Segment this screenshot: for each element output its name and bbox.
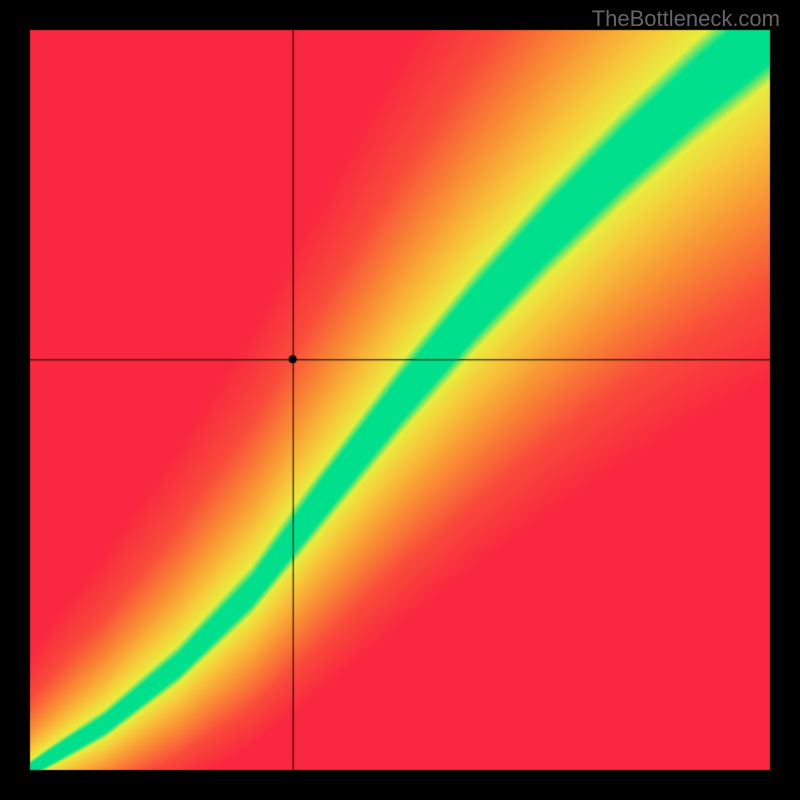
watermark-text: TheBottleneck.com — [592, 6, 780, 32]
chart-container: TheBottleneck.com — [0, 0, 800, 800]
heatmap-canvas — [0, 0, 800, 800]
